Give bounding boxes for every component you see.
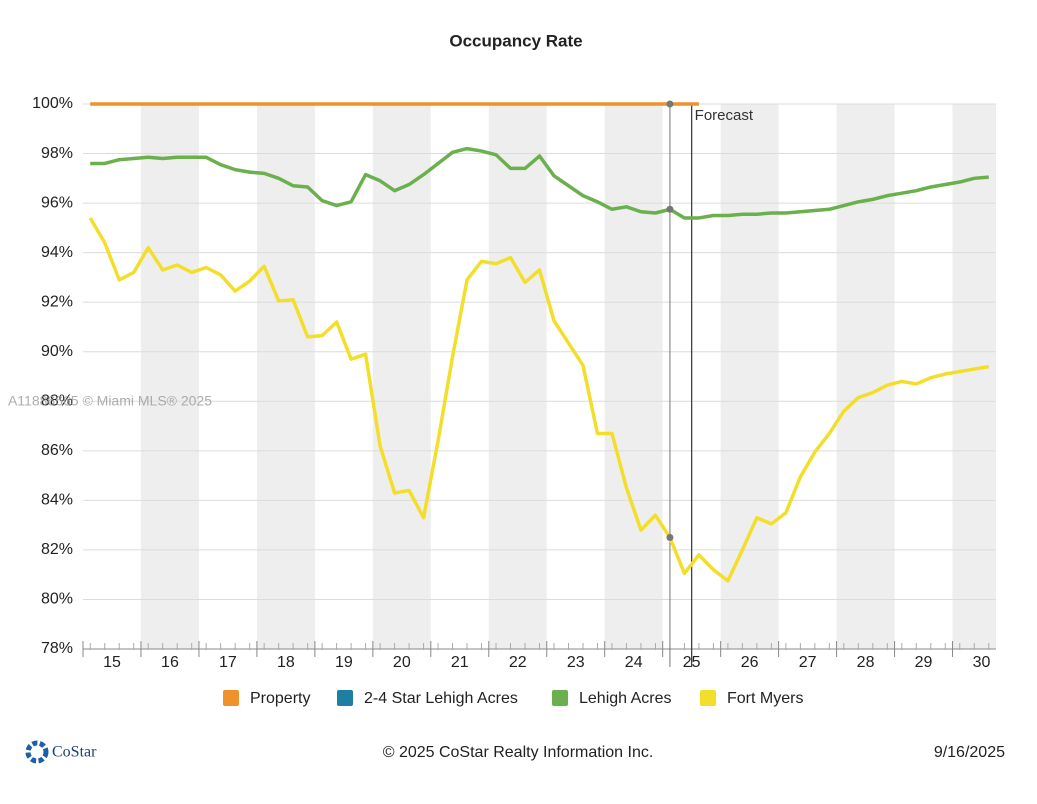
legend-swatch — [337, 690, 353, 706]
plot-area: 78% 80% 82% 84% 86% 88% 90% 92% 94% 96% 98% 100% 15 1… — [32, 95, 996, 671]
y-tick-label: 100% — [32, 95, 73, 112]
period-band — [836, 104, 895, 649]
x-tick-label: 30 — [973, 654, 991, 671]
forecast-label: Forecast — [695, 107, 754, 124]
x-tick-label: 21 — [451, 654, 469, 671]
watermark: A11886665 © Miami MLS® 2025 — [8, 393, 212, 409]
y-tick-label: 94% — [41, 244, 73, 261]
legend-label: Property — [250, 690, 310, 707]
legend-swatch — [552, 690, 568, 706]
chart-title: Occupancy Rate — [449, 31, 582, 50]
x-tick-label: 19 — [335, 654, 353, 671]
x-tick-label: 29 — [915, 654, 933, 671]
y-tick-label: 78% — [41, 640, 73, 657]
y-tick-label: 92% — [41, 293, 73, 310]
legend-swatch — [223, 690, 239, 706]
x-tick-label: 26 — [741, 654, 759, 671]
period-band — [140, 104, 199, 649]
y-tick-label: 98% — [41, 145, 73, 162]
y-tick-label: 82% — [41, 541, 73, 558]
legend-label: Fort Myers — [727, 690, 803, 707]
series-line — [88, 217, 990, 583]
copyright: © 2025 CoStar Realty Information Inc. — [383, 744, 654, 761]
x-tick-label: 18 — [277, 654, 295, 671]
x-tick-label: 24 — [625, 654, 643, 671]
y-tick-label: 90% — [41, 343, 73, 360]
period-band — [952, 104, 996, 649]
y-tick-label: 80% — [41, 591, 73, 608]
legend-swatch — [700, 690, 716, 706]
current-point — [666, 534, 674, 542]
report-date: 9/16/2025 — [934, 744, 1005, 761]
x-tick-label: 20 — [393, 654, 411, 671]
period-band — [372, 104, 431, 649]
series-line — [90, 146, 989, 220]
current-point — [666, 205, 674, 213]
y-tick-label: 88% — [41, 392, 73, 409]
legend-label: 2-4 Star Lehigh Acres — [364, 690, 518, 707]
x-tick-label: 28 — [857, 654, 875, 671]
x-tick-label: 16 — [161, 654, 179, 671]
legend-label: Lehigh Acres — [579, 690, 672, 707]
period-band — [488, 104, 547, 649]
x-tick-label: 22 — [509, 654, 527, 671]
current-point — [666, 100, 674, 108]
period-band — [720, 104, 779, 649]
brand-name: CoStar — [52, 744, 97, 761]
period-band — [604, 104, 663, 649]
y-tick-label: 96% — [41, 194, 73, 211]
x-tick-label: 15 — [103, 654, 121, 671]
y-tick-label: 84% — [41, 492, 73, 509]
period-band — [256, 104, 315, 649]
logo-icon — [25, 740, 49, 764]
x-tick-label: 17 — [219, 654, 237, 671]
y-tick-label: 86% — [41, 442, 73, 459]
x-tick-label: 23 — [567, 654, 585, 671]
brand-logo: CoStar — [25, 740, 97, 764]
x-tick-label: 27 — [799, 654, 817, 671]
